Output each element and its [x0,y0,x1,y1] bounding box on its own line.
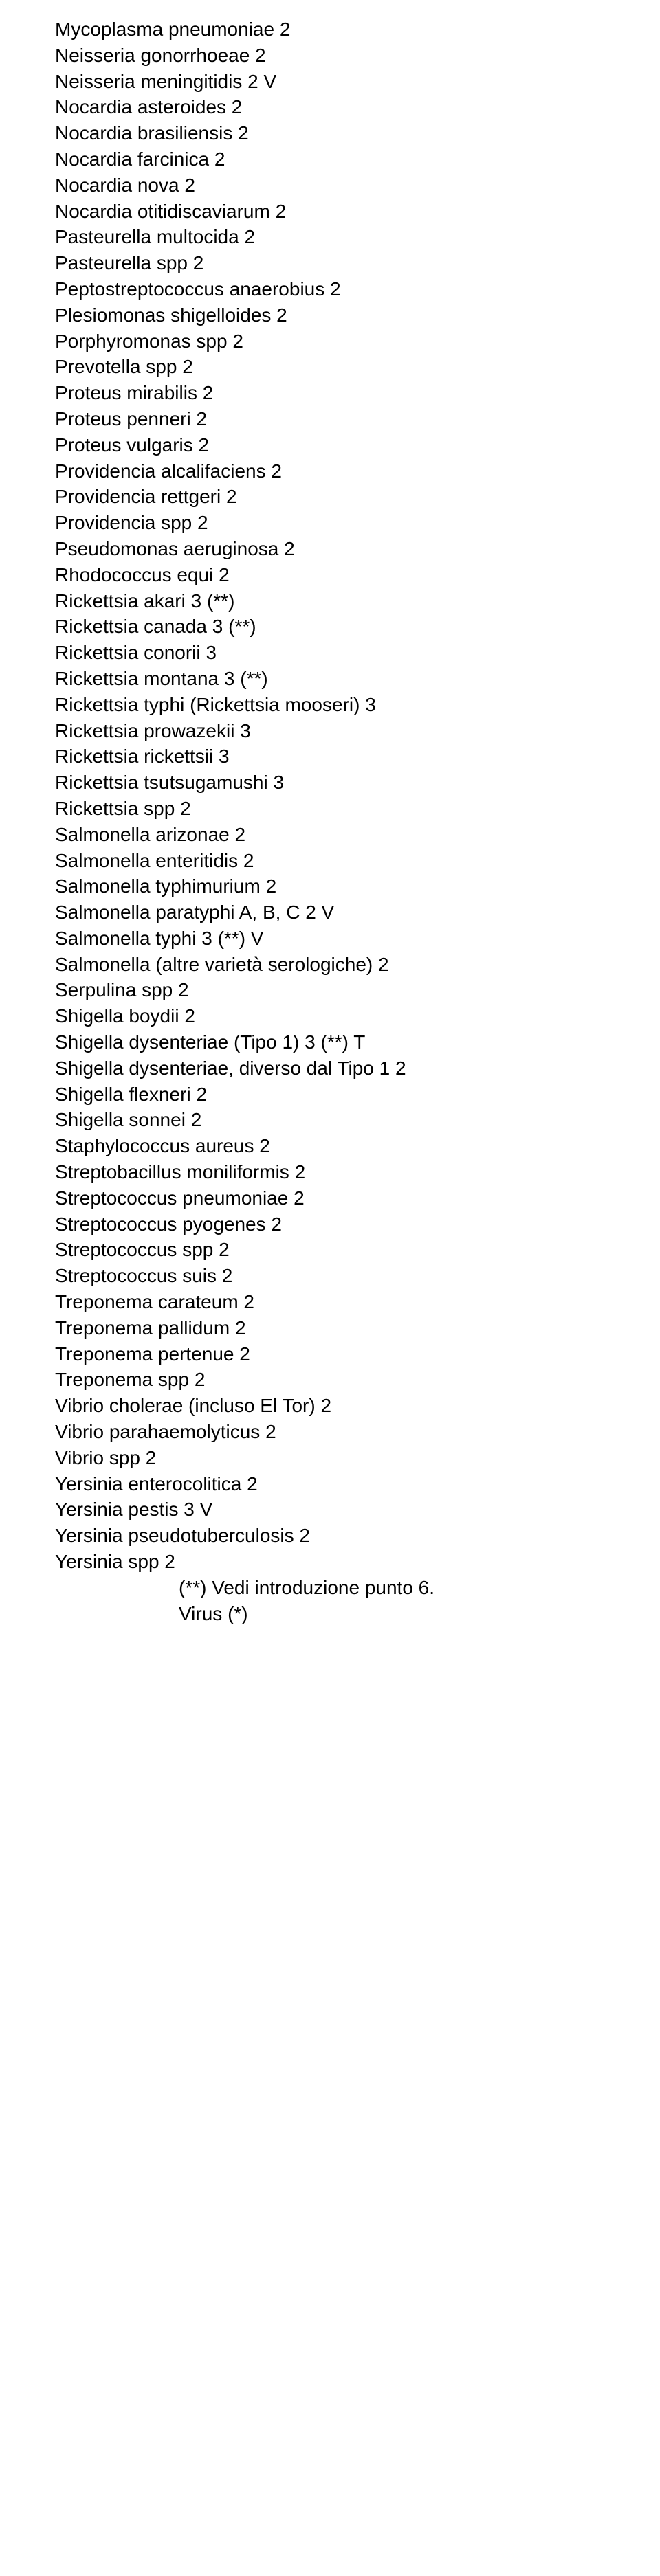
species-line: Rickettsia conorii 3 [55,640,632,666]
species-line: Vibrio cholerae (incluso El Tor) 2 [55,1393,632,1419]
document-page: Mycoplasma pneumoniae 2Neisseria gonorrh… [0,0,660,1654]
species-line: Yersinia pestis 3 V [55,1497,632,1523]
species-line: Plesiomonas shigelloides 2 [55,302,632,328]
species-line: Providencia alcalifaciens 2 [55,458,632,484]
species-line: Yersinia pseudotuberculosis 2 [55,1523,632,1549]
species-line: Salmonella typhi 3 (**) V [55,926,632,952]
species-line: Mycoplasma pneumoniae 2 [55,16,632,43]
species-line: Salmonella typhimurium 2 [55,873,632,899]
species-line: Proteus vulgaris 2 [55,432,632,458]
species-line: Treponema pertenue 2 [55,1341,632,1367]
species-line: Rhodococcus equi 2 [55,562,632,588]
species-line: Treponema carateum 2 [55,1289,632,1315]
species-line: Streptococcus pneumoniae 2 [55,1185,632,1211]
species-list: Mycoplasma pneumoniae 2Neisseria gonorrh… [55,16,632,1575]
species-line: Shigella dysenteriae, diverso dal Tipo 1… [55,1055,632,1082]
species-line: Yersinia enterocolitica 2 [55,1471,632,1497]
species-line: Nocardia brasiliensis 2 [55,120,632,146]
species-line: Nocardia asteroides 2 [55,94,632,120]
species-line: Peptostreptococcus anaerobius 2 [55,276,632,302]
species-line: Rickettsia typhi (Rickettsia mooseri) 3 [55,692,632,718]
species-line: Pasteurella multocida 2 [55,224,632,250]
species-line: Treponema spp 2 [55,1367,632,1393]
species-line: Salmonella (altre varietà serologiche) 2 [55,952,632,978]
species-line: Neisseria meningitidis 2 V [55,69,632,95]
species-line: Rickettsia rickettsii 3 [55,743,632,770]
species-line: Pseudomonas aeruginosa 2 [55,536,632,562]
species-line: Shigella flexneri 2 [55,1082,632,1108]
species-line: Streptobacillus moniliformis 2 [55,1159,632,1185]
species-line: Rickettsia montana 3 (**) [55,666,632,692]
species-line: Providencia rettgeri 2 [55,484,632,510]
species-line: Nocardia otitidiscaviarum 2 [55,199,632,225]
species-line: Streptococcus suis 2 [55,1263,632,1289]
species-line: Shigella sonnei 2 [55,1107,632,1133]
species-line: Neisseria gonorrhoeae 2 [55,43,632,69]
species-line: Serpulina spp 2 [55,977,632,1003]
species-line: Nocardia nova 2 [55,172,632,199]
footnote-line: Virus (*) [55,1601,632,1627]
footnotes-block: (**) Vedi introduzione punto 6.Virus (*) [55,1575,632,1627]
species-line: Yersinia spp 2 [55,1549,632,1575]
species-line: Nocardia farcinica 2 [55,146,632,172]
species-line: Rickettsia prowazekii 3 [55,718,632,744]
footnote-line: (**) Vedi introduzione punto 6. [55,1575,632,1601]
species-line: Rickettsia spp 2 [55,796,632,822]
species-line: Streptococcus spp 2 [55,1237,632,1263]
species-line: Providencia spp 2 [55,510,632,536]
species-line: Proteus penneri 2 [55,406,632,432]
species-line: Shigella boydii 2 [55,1003,632,1029]
species-line: Shigella dysenteriae (Tipo 1) 3 (**) T [55,1029,632,1055]
species-line: Vibrio spp 2 [55,1445,632,1471]
species-line: Prevotella spp 2 [55,354,632,380]
species-line: Salmonella paratyphi A, B, C 2 V [55,899,632,926]
species-line: Rickettsia tsutsugamushi 3 [55,770,632,796]
species-line: Treponema pallidum 2 [55,1315,632,1341]
species-line: Proteus mirabilis 2 [55,380,632,406]
species-line: Pasteurella spp 2 [55,250,632,276]
species-line: Rickettsia akari 3 (**) [55,588,632,614]
species-line: Porphyromonas spp 2 [55,328,632,355]
species-line: Salmonella arizonae 2 [55,822,632,848]
species-line: Rickettsia canada 3 (**) [55,614,632,640]
species-line: Salmonella enteritidis 2 [55,848,632,874]
species-line: Vibrio parahaemolyticus 2 [55,1419,632,1445]
species-line: Streptococcus pyogenes 2 [55,1211,632,1237]
species-line: Staphylococcus aureus 2 [55,1133,632,1159]
